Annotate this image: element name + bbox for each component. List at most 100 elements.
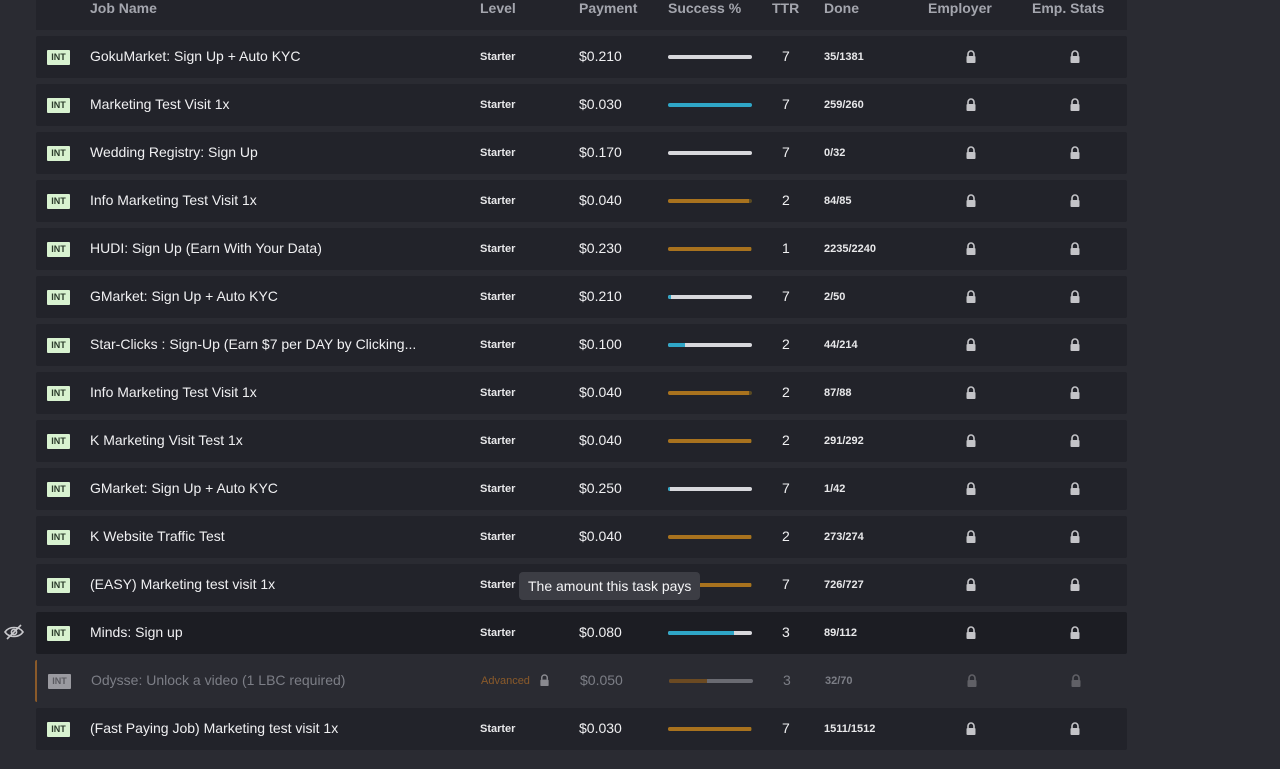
table-row[interactable]: INT Wedding Registry: Sign Up Starter $0.17… xyxy=(36,132,1127,174)
job-done: 1511/1512 xyxy=(824,723,876,735)
table-row[interactable]: INT K Marketing Visit Test 1x Starter $0.04… xyxy=(36,420,1127,462)
job-type-tag: INT xyxy=(47,194,70,209)
success-bar xyxy=(668,55,752,59)
emp-stats-lock-icon xyxy=(1069,50,1081,64)
employer-lock-icon xyxy=(965,482,977,496)
job-name[interactable]: K Website Traffic Test xyxy=(90,528,225,544)
emp-stats-lock-icon xyxy=(1069,626,1081,640)
success-bar-fill xyxy=(668,583,752,587)
job-payment: $0.030 xyxy=(579,720,622,736)
table-row[interactable]: INT Odysse: Unlock a video (1 LBC require… xyxy=(35,660,1128,702)
table-row[interactable]: INT Info Marketing Test Visit 1x Starter $0… xyxy=(36,180,1127,222)
job-type-tag: INT xyxy=(47,146,70,161)
job-type-tag: INT xyxy=(47,386,70,401)
table-row[interactable]: INT GMarket: Sign Up + Auto KYC Starter $0.… xyxy=(36,468,1127,510)
job-level: Starter xyxy=(480,99,516,111)
table-row[interactable]: INT Marketing Test Visit 1x Starter $0.030 7… xyxy=(36,84,1127,126)
success-bar xyxy=(668,535,752,539)
table-row[interactable]: INT Minds: Sign up Starter $0.080 3 89/112 xyxy=(36,612,1127,654)
job-name[interactable]: Star-Clicks : Sign-Up (Earn $7 per DAY b… xyxy=(90,336,417,352)
table-row[interactable]: INT GokuMarket: Sign Up + Auto KYC Starter… xyxy=(36,36,1127,78)
job-ttr: 7 xyxy=(782,576,790,592)
job-done: 87/88 xyxy=(824,387,852,399)
job-done: 44/214 xyxy=(824,339,858,351)
job-name[interactable]: (Fast Paying Job) Marketing test visit 1… xyxy=(90,720,339,736)
col-ttr[interactable]: TTR xyxy=(772,0,800,16)
job-name[interactable]: Wedding Registry: Sign Up xyxy=(90,144,258,160)
job-done: 1/42 xyxy=(824,483,846,495)
employer-lock-icon xyxy=(966,674,978,688)
job-ttr: 3 xyxy=(783,672,791,688)
job-name[interactable]: Info Marketing Test Visit 1x xyxy=(90,192,257,208)
job-ttr: 2 xyxy=(782,192,790,208)
job-name[interactable]: GokuMarket: Sign Up + Auto KYC xyxy=(90,48,301,64)
job-level: Starter xyxy=(480,435,516,447)
job-name[interactable]: Odysse: Unlock a video (1 LBC required) xyxy=(91,672,346,688)
job-name[interactable]: K Marketing Visit Test 1x xyxy=(90,432,243,448)
job-payment: $0.040 xyxy=(579,528,622,544)
col-employer[interactable]: Employer xyxy=(928,0,992,16)
job-type-tag: INT xyxy=(47,434,70,449)
job-payment: $0.210 xyxy=(579,288,622,304)
success-bar-fill xyxy=(668,487,670,491)
job-payment: $0.040 xyxy=(579,384,622,400)
job-done: 2235/2240 xyxy=(824,243,876,255)
emp-stats-lock-icon xyxy=(1069,722,1081,736)
col-success[interactable]: Success % xyxy=(668,0,742,16)
job-type-tag: INT xyxy=(47,722,70,737)
emp-stats-lock-icon xyxy=(1069,194,1081,208)
col-level[interactable]: Level xyxy=(480,0,516,16)
employer-lock-icon xyxy=(965,434,977,448)
success-bar xyxy=(669,679,753,683)
job-payment: $0.040 xyxy=(579,432,622,448)
col-done[interactable]: Done xyxy=(824,0,859,16)
success-bar-fill xyxy=(668,343,685,347)
job-level: Starter xyxy=(480,195,516,207)
col-job-name[interactable]: Job Name xyxy=(90,0,157,16)
table-row[interactable]: INT (Fast Paying Job) Marketing test visi… xyxy=(36,708,1127,750)
job-name[interactable]: HUDI: Sign Up (Earn With Your Data) xyxy=(90,240,322,256)
job-level: Starter xyxy=(480,627,516,639)
job-level: Starter xyxy=(480,147,516,159)
table-row[interactable]: INT Star-Clicks : Sign-Up (Earn $7 per DA… xyxy=(36,324,1127,366)
table-row[interactable]: INT Info Marketing Test Visit 1x Starter $0… xyxy=(36,372,1127,414)
hide-eye-icon[interactable] xyxy=(4,624,24,640)
employer-lock-icon xyxy=(965,626,977,640)
job-name[interactable]: (EASY) Marketing test visit 1x xyxy=(90,576,276,592)
emp-stats-lock-icon xyxy=(1069,242,1081,256)
job-type-tag: INT xyxy=(47,242,70,257)
job-level: Starter xyxy=(480,291,516,303)
job-name[interactable]: GMarket: Sign Up + Auto KYC xyxy=(90,480,278,496)
job-name[interactable]: GMarket: Sign Up + Auto KYC xyxy=(90,288,278,304)
table-row[interactable]: INT HUDI: Sign Up (Earn With Your Data) St… xyxy=(36,228,1127,270)
table-row[interactable]: INT GMarket: Sign Up + Auto KYC Starter $0.… xyxy=(36,276,1127,318)
job-name[interactable]: Marketing Test Visit 1x xyxy=(90,96,230,112)
employer-lock-icon xyxy=(965,194,977,208)
job-done: 2/50 xyxy=(824,291,846,303)
table-row[interactable]: INT K Website Traffic Test Starter $0.040 2 2… xyxy=(36,516,1127,558)
emp-stats-lock-icon xyxy=(1069,338,1081,352)
job-ttr: 2 xyxy=(782,384,790,400)
emp-stats-lock-icon xyxy=(1070,674,1082,688)
job-type-tag: INT xyxy=(48,674,71,689)
job-ttr: 7 xyxy=(782,480,790,496)
job-payment: $0.170 xyxy=(579,144,622,160)
success-bar-fill xyxy=(668,631,734,635)
job-level: Advanced xyxy=(481,675,530,687)
job-name[interactable]: Minds: Sign up xyxy=(90,624,183,640)
table-header: Job Name Level Payment Success % TTR Don… xyxy=(36,0,1127,30)
employer-lock-icon xyxy=(965,146,977,160)
job-ttr: 7 xyxy=(782,288,790,304)
col-payment[interactable]: Payment xyxy=(579,0,638,16)
success-bar xyxy=(668,103,752,107)
job-payment: $0.040 xyxy=(579,192,622,208)
success-bar xyxy=(668,391,752,395)
emp-stats-lock-icon xyxy=(1069,386,1081,400)
job-level: Starter xyxy=(480,579,516,591)
job-type-tag: INT xyxy=(47,530,70,545)
col-emp-stats[interactable]: Emp. Stats xyxy=(1032,0,1105,16)
success-bar xyxy=(668,583,752,587)
job-type-tag: INT xyxy=(47,338,70,353)
job-name[interactable]: Info Marketing Test Visit 1x xyxy=(90,384,257,400)
success-bar xyxy=(668,295,752,299)
